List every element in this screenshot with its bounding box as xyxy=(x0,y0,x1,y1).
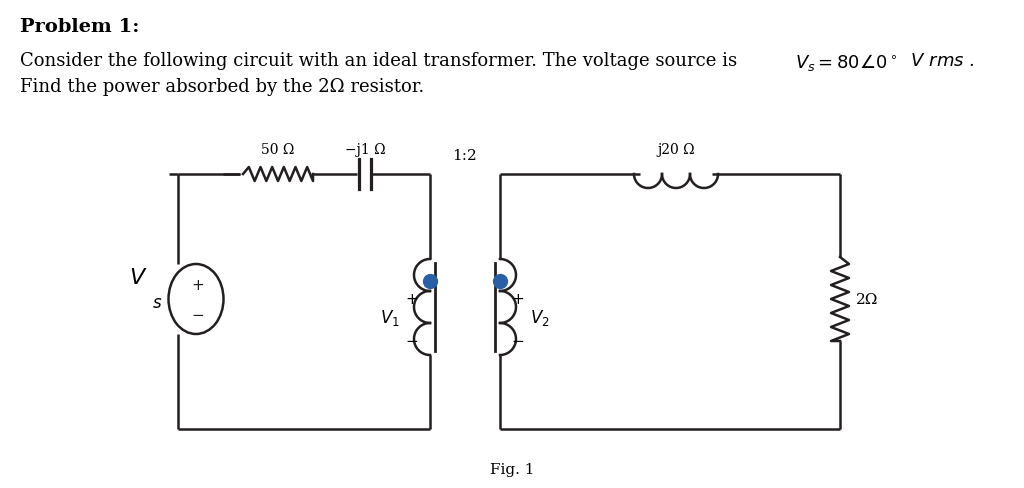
Text: −j1 Ω: −j1 Ω xyxy=(345,142,385,157)
Text: +: + xyxy=(406,292,419,307)
Text: $s$: $s$ xyxy=(152,295,162,312)
Text: +: + xyxy=(512,292,524,307)
Text: Problem 1:: Problem 1: xyxy=(20,18,139,36)
Text: Find the power absorbed by the 2Ω resistor.: Find the power absorbed by the 2Ω resist… xyxy=(20,78,424,96)
Text: $V_2$: $V_2$ xyxy=(530,307,550,327)
Text: $V_1$: $V_1$ xyxy=(380,307,400,327)
Text: 2Ω: 2Ω xyxy=(856,292,879,306)
Text: $V_s = 80\angle 0^\circ$: $V_s = 80\angle 0^\circ$ xyxy=(795,52,897,73)
Text: 1:2: 1:2 xyxy=(453,149,477,163)
Text: −: − xyxy=(512,334,524,349)
Text: 50 Ω: 50 Ω xyxy=(261,142,295,157)
Text: Consider the following circuit with an ideal transformer. The voltage source is: Consider the following circuit with an i… xyxy=(20,52,742,70)
Text: j20 Ω: j20 Ω xyxy=(657,142,695,157)
Text: +: + xyxy=(191,278,205,293)
Text: $V$: $V$ xyxy=(129,266,148,288)
Text: −: − xyxy=(406,334,419,349)
Text: −: − xyxy=(191,308,205,323)
Text: Fig. 1: Fig. 1 xyxy=(489,462,535,476)
Text: $V$ $rms$ .: $V$ $rms$ . xyxy=(905,52,975,70)
